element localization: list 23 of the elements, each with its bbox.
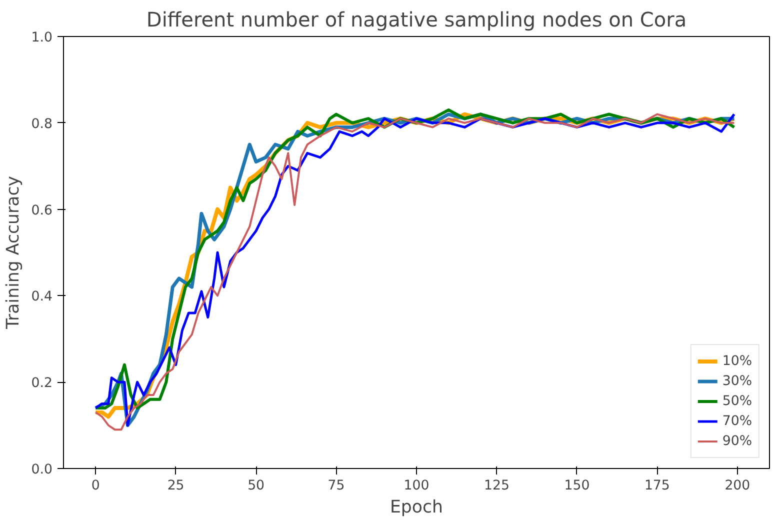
y-tick-label: 0.8 bbox=[31, 116, 53, 132]
x-tick-label: 100 bbox=[404, 478, 430, 494]
legend-label: 30% bbox=[722, 374, 752, 388]
y-tick-label: 0.0 bbox=[31, 462, 53, 478]
legend-label: 10% bbox=[722, 354, 752, 368]
x-tick-label: 125 bbox=[484, 478, 510, 494]
legend-label: 90% bbox=[722, 434, 752, 448]
legend-label: 50% bbox=[722, 394, 752, 408]
x-tick-label: 50 bbox=[248, 478, 265, 494]
x-tick-label: 200 bbox=[724, 478, 750, 494]
legend-label: 70% bbox=[722, 414, 752, 428]
y-axis-title: Training Accuracy bbox=[3, 176, 24, 330]
chart-title: Different number of nagative sampling nodes on Cora bbox=[146, 8, 687, 32]
x-tick-label: 175 bbox=[644, 478, 670, 494]
y-tick-label: 0.4 bbox=[31, 290, 53, 305]
y-tick-label: 0.6 bbox=[31, 203, 53, 218]
y-tick-label: 0.2 bbox=[31, 376, 53, 392]
y-tick-label: 1.0 bbox=[31, 30, 53, 46]
x-tick-label: 25 bbox=[167, 478, 184, 494]
x-tick-label: 0 bbox=[91, 478, 100, 494]
x-tick-label: 75 bbox=[328, 478, 345, 494]
x-tick-label: 150 bbox=[564, 478, 590, 494]
x-axis-title: Epoch bbox=[390, 498, 444, 518]
